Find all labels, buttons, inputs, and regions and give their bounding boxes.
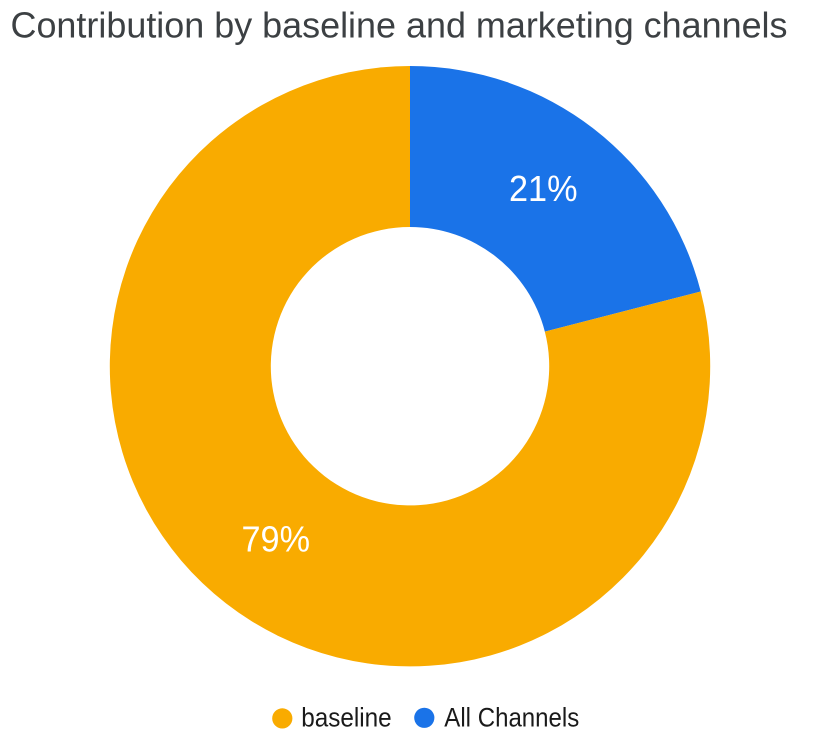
svg-text:79%: 79% <box>242 518 311 559</box>
svg-text:Contribution by baseline and m: Contribution by baseline and marketing c… <box>11 5 788 46</box>
svg-text:baseline: baseline <box>301 702 392 732</box>
svg-text:All Channels: All Channels <box>444 702 579 732</box>
svg-text:21%: 21% <box>509 168 578 209</box>
